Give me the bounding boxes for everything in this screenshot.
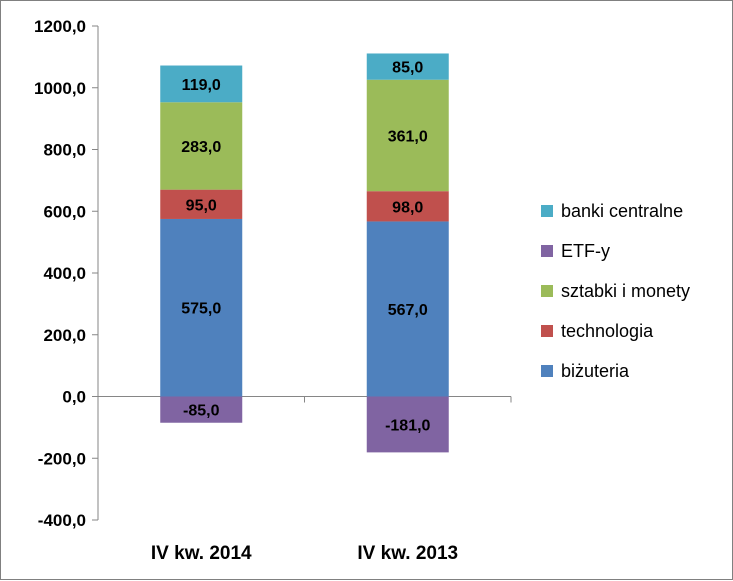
bar-segment bbox=[160, 65, 243, 103]
legend-swatch bbox=[541, 205, 553, 217]
legend-swatch bbox=[541, 285, 553, 297]
bar-segment bbox=[366, 221, 449, 397]
data-label: 283,0 bbox=[181, 139, 221, 156]
x-category-label: IV kw. 2014 bbox=[151, 543, 252, 564]
data-label: 575,0 bbox=[181, 301, 221, 318]
legend-swatch bbox=[541, 325, 553, 337]
bar-segment bbox=[160, 102, 243, 190]
data-label: -85,0 bbox=[183, 403, 220, 420]
y-tick-label: 200,0 bbox=[43, 326, 86, 345]
bar-segment bbox=[366, 396, 449, 453]
legend-swatch bbox=[541, 245, 553, 257]
y-tick-label: 1000,0 bbox=[34, 79, 86, 98]
bar-segment bbox=[160, 396, 243, 423]
bar-segment bbox=[160, 218, 243, 397]
bar-segment bbox=[366, 191, 449, 222]
legend-label: ETF-y bbox=[561, 241, 610, 261]
bar-segment bbox=[366, 79, 449, 192]
legend-label: banki centralne bbox=[561, 201, 683, 221]
legend-swatch bbox=[541, 365, 553, 377]
bar-segment bbox=[366, 53, 449, 80]
legend-label: sztabki i monety bbox=[561, 281, 690, 301]
data-label: 95,0 bbox=[186, 197, 217, 214]
y-tick-label: 800,0 bbox=[43, 141, 86, 160]
y-tick-label: -200,0 bbox=[38, 449, 86, 468]
legend-label: technologia bbox=[561, 321, 654, 341]
x-category-label: IV kw. 2013 bbox=[357, 543, 458, 564]
data-label: 85,0 bbox=[392, 60, 423, 77]
bar-segment bbox=[160, 189, 243, 219]
y-tick-label: 600,0 bbox=[43, 202, 86, 221]
y-tick-label: 400,0 bbox=[43, 264, 86, 283]
legend-label: biżuteria bbox=[561, 361, 630, 381]
y-tick-label: 0,0 bbox=[62, 388, 86, 407]
data-label: 567,0 bbox=[388, 302, 428, 319]
y-tick-label: -400,0 bbox=[38, 511, 86, 530]
data-label: 119,0 bbox=[182, 77, 221, 94]
data-label: -181,0 bbox=[385, 417, 430, 434]
data-label: 98,0 bbox=[392, 199, 423, 216]
data-label: 361,0 bbox=[388, 128, 428, 145]
y-tick-label: 1200,0 bbox=[34, 17, 86, 36]
